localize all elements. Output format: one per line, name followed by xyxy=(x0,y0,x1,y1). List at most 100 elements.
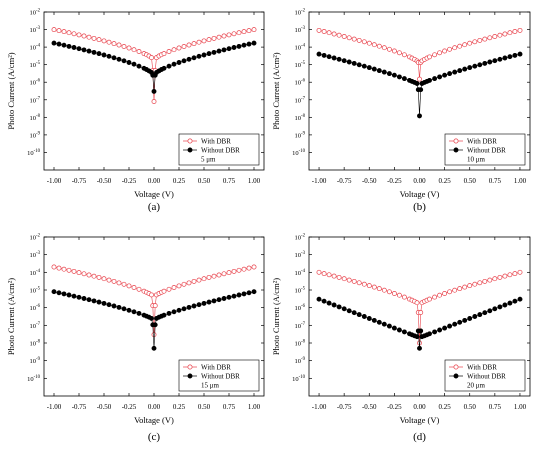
data-point xyxy=(176,283,182,289)
data-point xyxy=(71,293,77,299)
y-tick-label: 10-4 xyxy=(295,269,306,277)
data-point xyxy=(61,291,67,297)
data-point xyxy=(321,271,327,277)
data-point xyxy=(126,307,132,313)
data-point xyxy=(216,272,222,278)
data-point xyxy=(216,297,222,303)
y-tick-label: 10-10 xyxy=(292,149,305,157)
y-tick-label: 10-5 xyxy=(295,61,306,69)
data-point xyxy=(371,284,377,290)
data-point xyxy=(71,45,77,50)
y-tick-label: 10-2 xyxy=(295,234,306,242)
data-point xyxy=(186,42,192,48)
data-point xyxy=(341,276,347,282)
legend-marker xyxy=(453,147,459,153)
x-tick-label: 1.00 xyxy=(248,403,261,411)
y-tick-label: 10-6 xyxy=(30,79,41,87)
legend-annotation: 5 μm xyxy=(201,156,216,164)
data-point xyxy=(386,46,392,52)
data-point xyxy=(316,51,322,57)
y-tick-label: 10-3 xyxy=(30,26,41,34)
data-point xyxy=(366,65,372,71)
data-point xyxy=(126,45,132,51)
x-axis-label: Voltage (V) xyxy=(400,189,440,199)
data-point xyxy=(336,304,342,310)
x-tick-label: 1.00 xyxy=(248,177,261,185)
data-point xyxy=(161,51,167,57)
data-point xyxy=(351,278,357,284)
data-point xyxy=(101,300,107,306)
data-point xyxy=(161,65,167,71)
data-point xyxy=(336,56,342,62)
data-point xyxy=(166,310,172,316)
data-point xyxy=(351,36,357,42)
data-point xyxy=(176,60,182,65)
data-point xyxy=(171,309,177,315)
data-point xyxy=(221,47,227,53)
data-point xyxy=(341,34,347,39)
data-point xyxy=(396,327,402,333)
data-point xyxy=(111,41,117,47)
data-point xyxy=(121,58,127,64)
chart-panel: -1.00 -0.75 -0.50 -0.25 0.00 0.25 0.50 0.75 1.00… xyxy=(271,9,531,213)
data-point xyxy=(346,59,352,65)
data-point xyxy=(221,33,227,39)
data-point xyxy=(191,303,197,309)
data-point xyxy=(381,69,387,75)
data-point xyxy=(211,298,217,304)
data-point xyxy=(437,74,443,80)
data-point xyxy=(196,39,202,45)
data-point xyxy=(346,277,352,283)
data-point xyxy=(76,294,82,300)
x-tick-label: -0.75 xyxy=(72,403,87,411)
data-point xyxy=(181,281,187,287)
data-point xyxy=(96,299,102,305)
data-point xyxy=(417,76,422,82)
data-point xyxy=(467,283,473,289)
y-axis-label: Photo Current (A/cm²) xyxy=(271,278,281,355)
data-point xyxy=(356,37,362,43)
data-point xyxy=(96,37,102,43)
data-point xyxy=(376,286,382,292)
x-tick-label: -0.75 xyxy=(337,403,352,411)
x-tick-label: 0.00 xyxy=(413,403,426,411)
data-point xyxy=(76,270,82,276)
data-point xyxy=(201,276,207,282)
data-point xyxy=(136,286,142,292)
x-tick-label: -0.50 xyxy=(362,403,377,411)
data-point xyxy=(201,52,207,58)
data-point xyxy=(106,39,112,45)
legend-entry: With DBR xyxy=(201,364,231,372)
data-point xyxy=(477,280,483,286)
y-axis-label: Photo Current (A/cm²) xyxy=(271,52,281,129)
data-point xyxy=(161,288,167,294)
data-point xyxy=(512,52,518,58)
y-axis-label: Photo Current (A/cm²) xyxy=(6,278,16,355)
y-tick-label: 10-2 xyxy=(30,234,41,242)
legend-marker xyxy=(453,364,459,370)
x-axis-label: Voltage (V) xyxy=(400,415,440,425)
data-point xyxy=(71,31,77,37)
data-point xyxy=(71,268,77,274)
data-point xyxy=(66,267,72,273)
y-tick-label: 10-2 xyxy=(30,9,41,17)
x-tick-label: -0.25 xyxy=(387,177,402,185)
data-point xyxy=(86,272,92,278)
data-point xyxy=(457,286,463,292)
data-point xyxy=(351,60,357,66)
x-tick-label: 0.50 xyxy=(464,177,477,185)
data-point xyxy=(201,38,207,44)
data-point xyxy=(432,76,438,82)
data-point xyxy=(86,48,92,54)
data-point xyxy=(512,298,518,304)
data-point xyxy=(381,45,387,51)
y-tick-label: 10-7 xyxy=(30,322,41,330)
data-point xyxy=(221,296,227,301)
data-point xyxy=(371,42,377,48)
data-point xyxy=(191,55,197,61)
y-tick-label: 10-2 xyxy=(295,9,306,17)
data-point xyxy=(356,312,362,318)
data-point xyxy=(401,294,407,300)
data-point xyxy=(251,264,257,270)
data-point xyxy=(396,74,402,80)
